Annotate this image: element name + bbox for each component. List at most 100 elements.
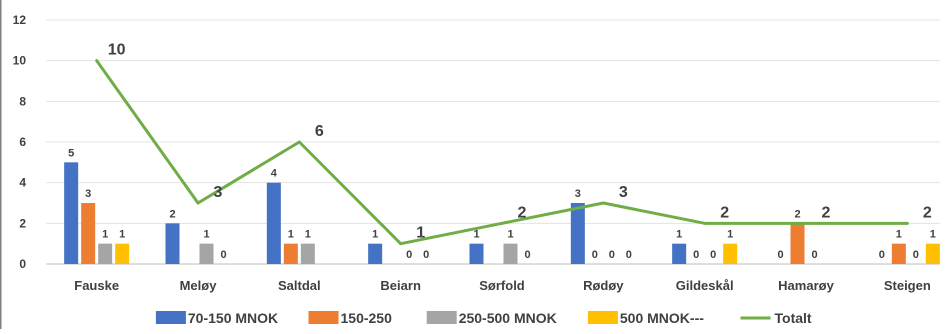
total-value-label: 2 [720, 204, 729, 221]
legend-label: 250-500 MNOK [459, 310, 557, 326]
bar-value-label: 3 [85, 188, 91, 200]
total-line [95, 59, 909, 246]
bar-value-label: 0 [879, 249, 885, 261]
line-point [297, 140, 301, 144]
bar [891, 243, 906, 264]
category-label: Beiarn [380, 278, 421, 293]
line-point [399, 242, 403, 246]
x-axis: Fauske Meløy Saltdal Beiarn Sørfold Rødøy Gild… [74, 278, 931, 293]
bar-value-label: 0 [693, 249, 699, 261]
bar-value-label: 2 [794, 208, 800, 220]
category-label: Rødøy [583, 278, 624, 293]
bar-value-label: 2 [169, 208, 175, 220]
y-tick-label: 6 [19, 135, 26, 149]
total-value-label: 6 [315, 123, 324, 140]
y-axis: 0 2 4 6 8 10 12 [13, 13, 27, 271]
bar-value-label: 3 [575, 188, 581, 200]
bar [925, 243, 940, 264]
bar [469, 243, 484, 264]
y-tick-label: 2 [19, 216, 26, 230]
line-point [500, 221, 504, 225]
total-value-label: 1 [416, 225, 425, 242]
legend-swatch [155, 311, 186, 324]
total-value-label: 2 [923, 204, 932, 221]
bar-value-label: 1 [727, 229, 733, 241]
bar-value-label: 0 [777, 249, 783, 261]
y-tick-label: 4 [19, 176, 26, 190]
total-value-label: 3 [619, 184, 628, 201]
bar-value-label: 0 [710, 249, 716, 261]
grid [46, 19, 940, 265]
y-tick-label: 10 [13, 54, 27, 68]
bar [81, 203, 96, 264]
category-label: Steigen [884, 278, 931, 293]
bar-value-label: 1 [473, 229, 479, 241]
legend-label: 500 MNOK--- [620, 310, 704, 326]
legend-swatch [426, 311, 457, 324]
y-tick-label: 8 [19, 94, 26, 108]
line-point [804, 221, 808, 225]
bar [64, 162, 79, 264]
bar-value-label: 1 [102, 229, 108, 241]
bar-value-label: 0 [524, 249, 530, 261]
bar-value-label: 1 [372, 229, 378, 241]
total-value-label: 2 [518, 204, 527, 221]
legend-label: 150-250 [341, 310, 393, 326]
bar-value-label: 1 [119, 229, 125, 241]
bar [368, 243, 383, 264]
bar-value-label: 4 [271, 168, 278, 180]
bar-value-label: 1 [507, 229, 513, 241]
total-value-label: 2 [822, 204, 831, 221]
bars [64, 162, 940, 264]
bar [115, 243, 130, 264]
chart-border-left [0, 0, 2, 329]
bar-value-label: 1 [676, 229, 682, 241]
y-tick-label: 0 [19, 257, 26, 271]
series-line [95, 59, 908, 246]
bar-value-label: 1 [930, 229, 936, 241]
legend: 70-150 MNOK 150-250 250-500 MNOK 500 MNOK--… [155, 310, 812, 326]
bar-value-label: 0 [220, 249, 226, 261]
category-label: Meløy [180, 278, 218, 293]
legend-swatch [308, 311, 339, 324]
bar-value-label: 0 [592, 249, 598, 261]
total-value-label: 10 [108, 42, 126, 59]
total-value-label: 3 [214, 184, 223, 201]
bar-value-label: 1 [305, 229, 311, 241]
bar-value-label: 0 [609, 249, 615, 261]
legend-label: 70-150 MNOK [188, 310, 278, 326]
bar [672, 243, 687, 264]
category-label: Hamarøy [778, 278, 834, 293]
line-point [905, 221, 909, 225]
bar [165, 223, 180, 264]
legend-label: Totalt [775, 310, 812, 326]
bar-value-label: 0 [913, 249, 919, 261]
category-label: Fauske [74, 278, 119, 293]
line-point [703, 221, 707, 225]
bar-value-label: 0 [406, 249, 412, 261]
line-point [601, 201, 605, 205]
bar-value-label: 1 [288, 229, 294, 241]
category-label: Saltdal [278, 278, 321, 293]
bar-value-label: 1 [203, 229, 209, 241]
bar [98, 243, 113, 264]
bar-value-label: 0 [423, 249, 429, 261]
bar [266, 182, 281, 264]
line-point [95, 59, 99, 63]
category-label: Sørfold [479, 278, 525, 293]
category-label: Gildeskål [676, 278, 734, 293]
legend-swatch [587, 311, 618, 324]
bar-value-label: 0 [811, 249, 817, 261]
bar [300, 243, 315, 264]
bar-value-label: 5 [68, 147, 74, 159]
bar [790, 223, 805, 264]
bar [283, 243, 298, 264]
bar [723, 243, 738, 264]
bar [503, 243, 518, 264]
bar-value-label: 0 [626, 249, 632, 261]
bar [570, 203, 585, 264]
y-tick-label: 12 [13, 13, 27, 27]
